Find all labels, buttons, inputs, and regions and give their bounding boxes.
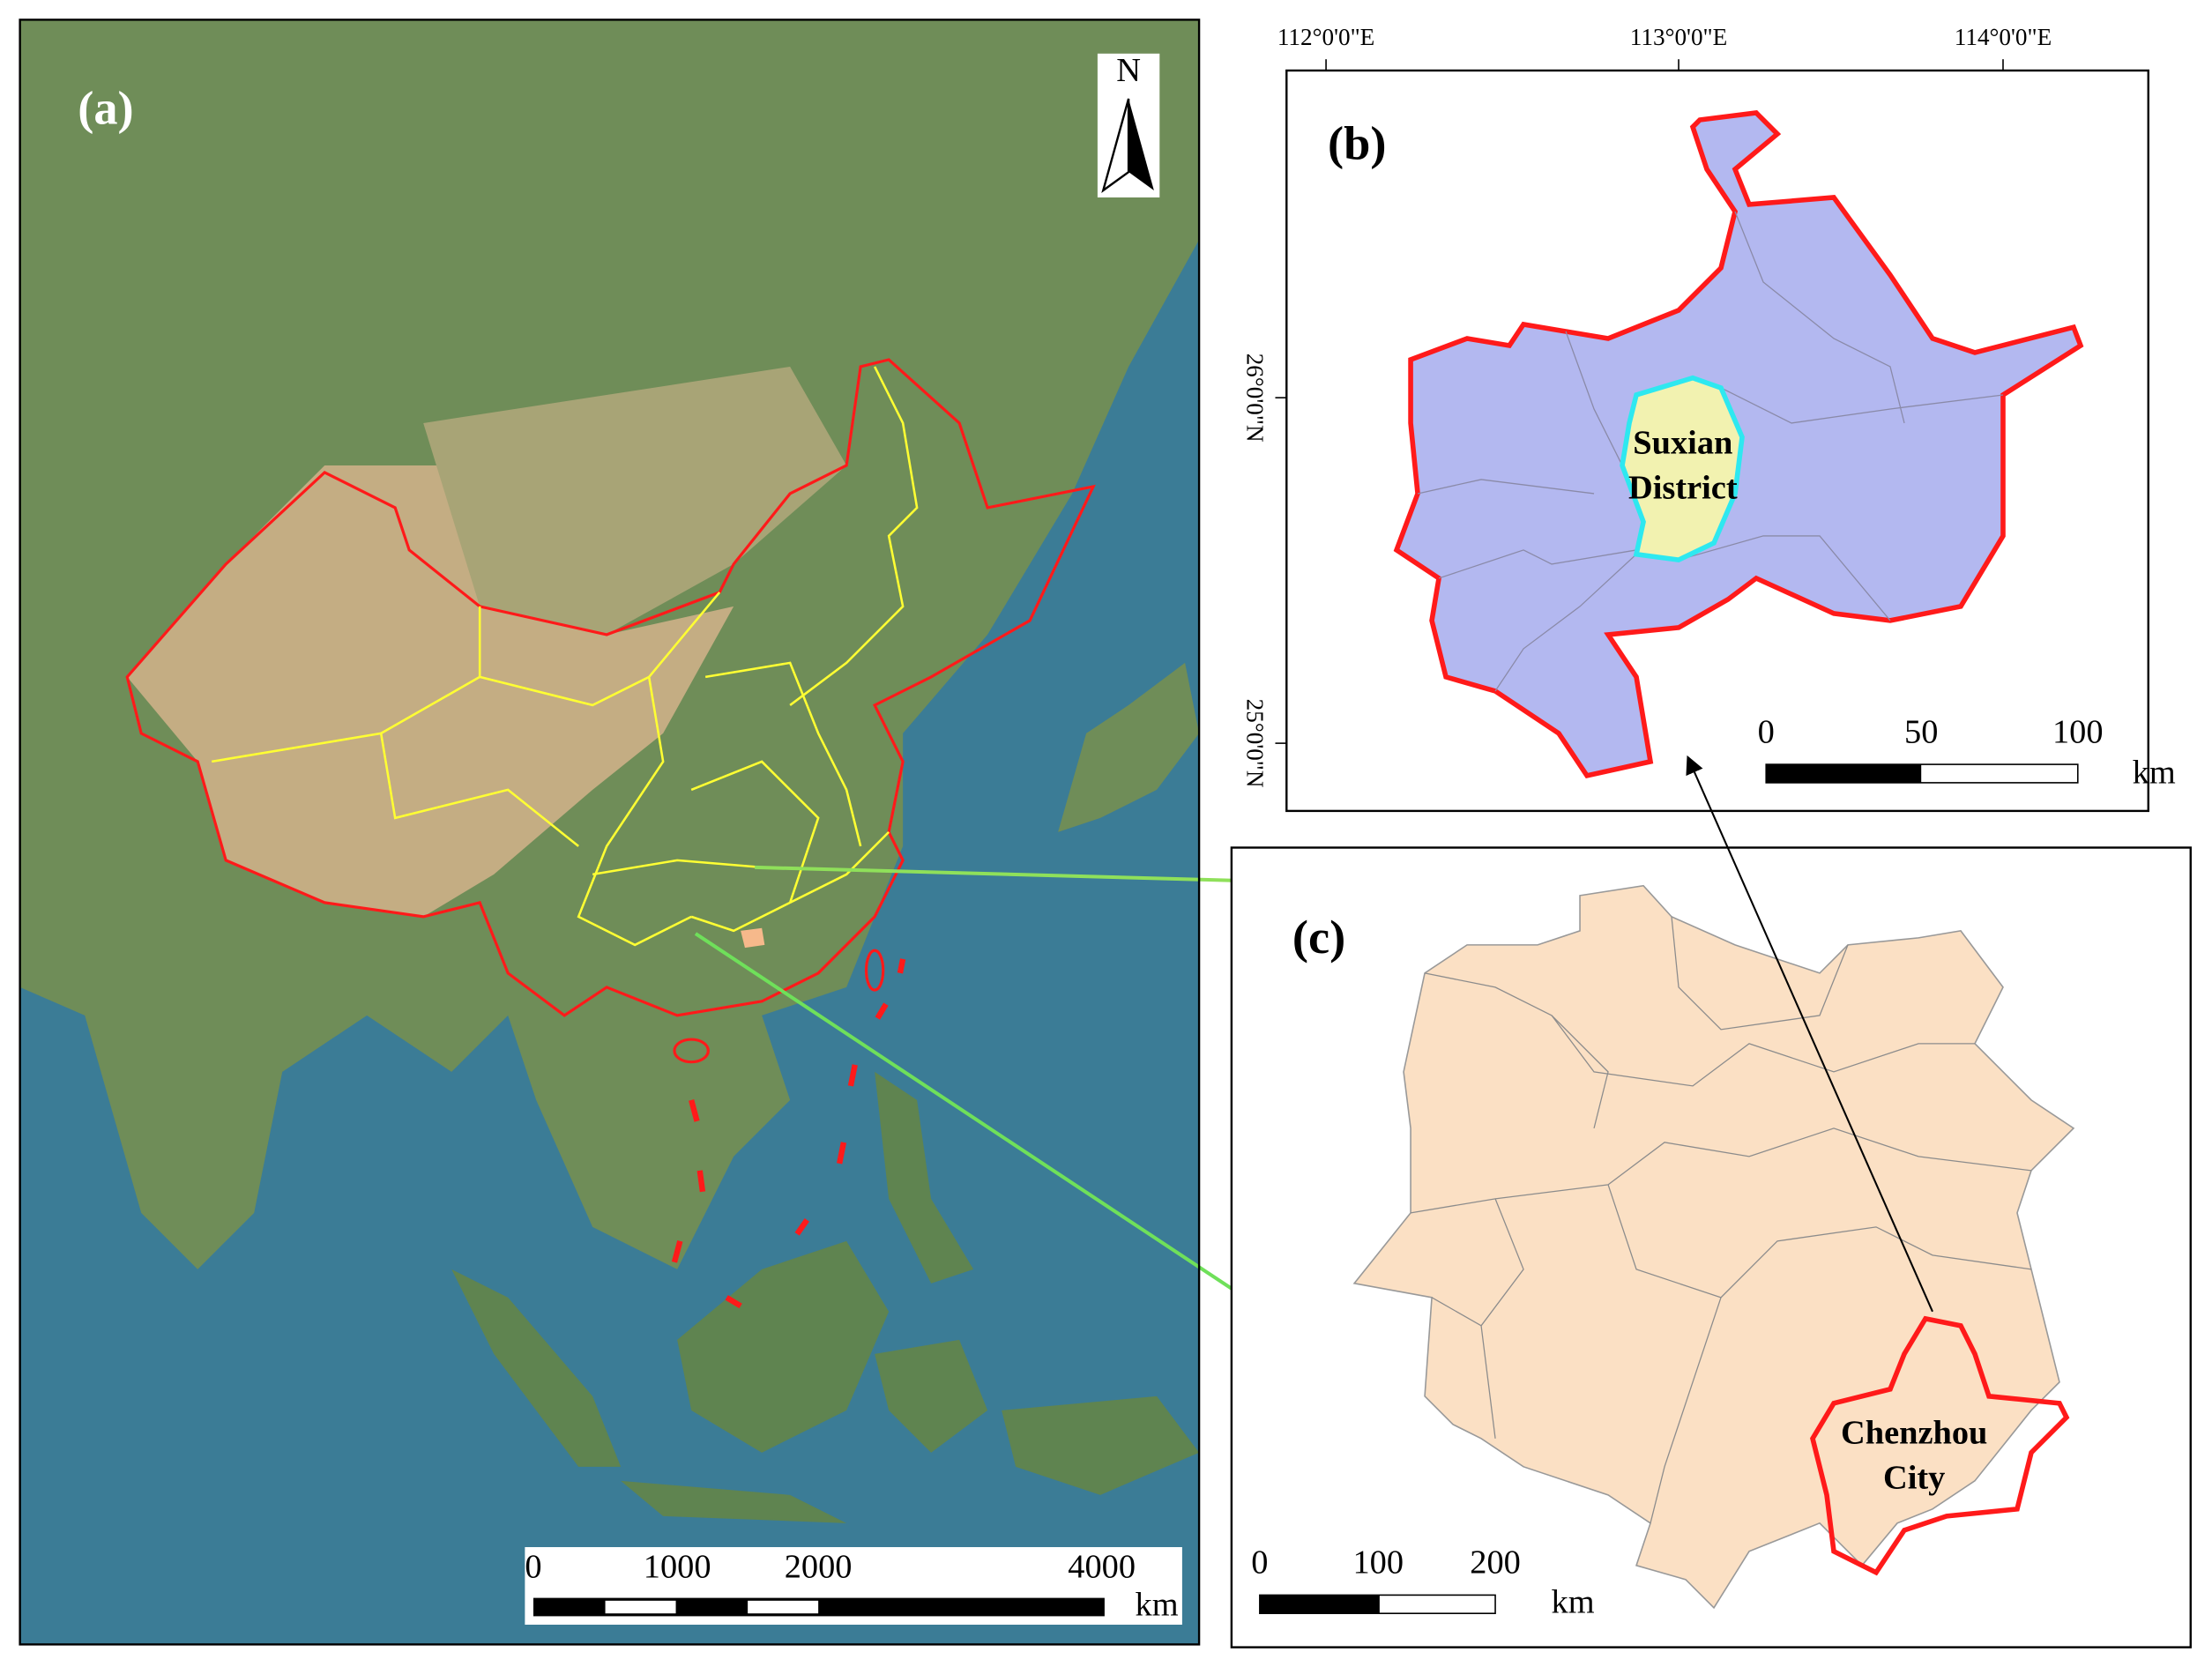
chenzhou-city xyxy=(1810,1315,2070,1576)
panel-label: (c) xyxy=(1292,911,1345,964)
philippines xyxy=(875,1071,974,1284)
latitude-label: 26°0'0"N xyxy=(1242,353,1269,443)
ocean xyxy=(19,239,1200,1645)
north-label: N xyxy=(1116,52,1141,89)
longitude-label: 112°0'0"E xyxy=(1277,24,1374,50)
borneo xyxy=(677,1240,890,1453)
hunan-highlight xyxy=(741,927,765,949)
sumatra xyxy=(451,1269,622,1467)
scale-bar xyxy=(1765,763,2079,784)
scale-label: 100 xyxy=(1352,1544,1404,1581)
panel-label: (a) xyxy=(78,81,133,134)
scale-label: 200 xyxy=(1470,1544,1521,1581)
scale-unit: km xyxy=(2133,755,2176,792)
longitude-label: 114°0'0"E xyxy=(1955,24,2052,50)
japan xyxy=(1058,662,1200,832)
province-boundaries xyxy=(211,366,919,947)
county-boundaries xyxy=(1417,211,2004,692)
java xyxy=(621,1480,847,1523)
scale-label: 2000 xyxy=(785,1548,853,1585)
graticule-ticks xyxy=(1275,59,2004,744)
latitude-label: 25°0'0"N xyxy=(1242,699,1269,788)
china-border xyxy=(125,358,1096,1017)
district-label: Suxian xyxy=(1633,424,1732,461)
scale-bar xyxy=(1259,1594,1496,1615)
new-guinea xyxy=(1002,1395,1200,1495)
scale-label: 1000 xyxy=(644,1548,711,1585)
zoom-arrow xyxy=(1686,755,1933,1313)
panel-frame xyxy=(19,19,1201,1646)
city-label: Chenzhou xyxy=(1841,1414,1987,1451)
longitude-label: 113°0'0"E xyxy=(1630,24,1727,50)
scale-bar xyxy=(533,1597,1105,1617)
nine-dash-line xyxy=(671,958,906,1309)
taiwan xyxy=(864,949,885,992)
district-label: District xyxy=(1628,470,1738,507)
scale-label: 0 xyxy=(1251,1544,1268,1581)
panel-label: (b) xyxy=(1328,116,1386,169)
hainan xyxy=(673,1038,710,1064)
suxian-district xyxy=(1620,375,1745,563)
city-label: City xyxy=(1883,1460,1945,1497)
scale-label: 4000 xyxy=(1068,1548,1136,1585)
scale-label: 0 xyxy=(1758,713,1775,750)
panel-c: Chenzhou City (c) 0 100 200 km xyxy=(1230,846,2192,1648)
scale-label: 100 xyxy=(2052,713,2104,750)
scale-label: 0 xyxy=(525,1548,541,1585)
city-boundaries xyxy=(1410,916,2032,1523)
panel-b: 112°0'0"E 113°0'0"E 114°0'0"E 26°0'0"N 2… xyxy=(1242,24,2176,813)
scale-unit: km xyxy=(1552,1583,1595,1620)
panel-a: (a) N 0 1000 2000 4000 km xyxy=(19,19,1581,1646)
scale-label: 50 xyxy=(1904,713,1938,750)
sulawesi xyxy=(875,1339,988,1453)
scale-unit: km xyxy=(1136,1587,1179,1624)
desert-region xyxy=(127,465,734,917)
steppe-region xyxy=(423,366,847,635)
